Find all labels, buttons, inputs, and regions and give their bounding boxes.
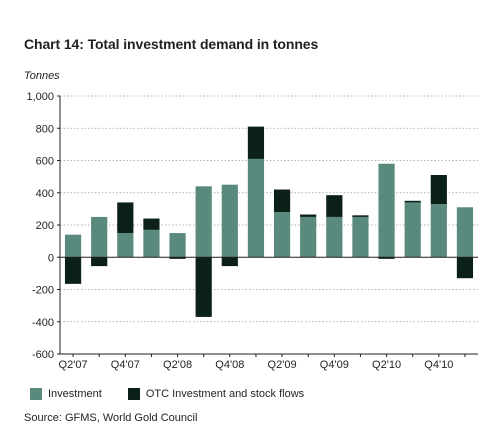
bar-otc-Q2'09 [273,189,291,213]
y-tick-label: -200 [32,285,54,297]
x-tick-label: Q4'09 [320,359,349,371]
y-tick-labels: -600 -400 -200 0 200 400 600 800 1,000 [26,91,54,361]
bar-investment-Q3'09 [300,216,317,258]
bar-otc-Q1'08 [143,218,160,230]
bar-otc-Q4'09 [326,195,343,217]
y-tick-label: 400 [36,188,54,200]
bar-investment-Q2'10 [378,163,395,258]
legend-label-investment: Investment [48,388,102,400]
legend-item-investment: Investment [30,388,102,400]
chart-title: Chart 14: Total investment demand in ton… [24,36,319,52]
bar-otc-Q1'11 [456,257,474,279]
y-tick-label: 1,000 [26,91,54,103]
bar-otc-Q2'10 [378,257,395,259]
legend-swatch-investment [30,388,42,400]
bar-investment-Q3'08 [195,186,212,258]
bar-investment-Q3'10 [404,202,421,258]
y-tick-label: -600 [32,349,54,361]
x-tick-label: Q4'08 [215,359,244,371]
legend-swatch-otc [127,388,140,400]
bar-otc-Q1'10 [352,215,369,217]
source-note: Source: GFMS, World Gold Council [24,412,198,424]
bar-investment-Q4'10 [430,204,447,258]
bar-otc-Q4'08 [221,257,238,267]
legend-item-otc: OTC Investment and stock flows [127,388,305,400]
x-tick-label: Q2'08 [163,359,192,371]
bar-otc-Q4'10 [430,175,447,205]
x-tick-labels: Q2'07 Q4'07 Q2'08 Q4'08 Q2'09 Q4'09 Q2'10 Q4'10 [59,359,454,371]
x-tick-label: Q2'09 [268,359,297,371]
axes [57,95,478,357]
y-axis-unit-label: Tonnes [24,70,60,82]
x-tick-label: Q4'07 [111,359,140,371]
bar-investment-Q1'08 [143,229,160,258]
y-tick-label: -400 [32,317,54,329]
bar-investment-Q2'09 [273,212,291,258]
legend: Investment OTC Investment and stock flow… [30,388,330,400]
x-tick-label: Q4'10 [424,359,453,371]
bar-investment-Q4'09 [326,216,343,258]
bar-investment-Q4'07 [117,233,134,258]
bar-otc-Q1'09 [247,126,265,159]
bar-investment-Q3'07 [91,216,108,258]
bar-otc-Q3'09 [300,214,317,217]
y-tick-label: 800 [36,123,54,135]
bar-investment-Q1'10 [352,216,369,258]
bar-otc-Q2'08 [169,257,186,259]
legend-label-otc: OTC Investment and stock flows [145,388,305,400]
bars [64,126,474,317]
y-tick-label: 600 [36,156,54,168]
bar-investment-Q1'11 [456,207,474,258]
bar-investment-Q2'08 [169,233,186,258]
bar-investment-Q1'09 [247,158,265,258]
bar-otc-Q3'07 [91,257,108,267]
y-tick-label: 0 [48,252,54,264]
y-tick-label: 200 [36,220,54,232]
bar-otc-Q4'07 [117,202,134,234]
x-tick-label: Q2'07 [59,359,88,371]
bar-investment-Q4'08 [221,184,238,258]
x-tick-label: Q2'10 [372,359,401,371]
bar-otc-Q3'10 [404,200,421,203]
bar-otc-Q3'08 [195,257,212,317]
bar-investment-Q2'07 [64,234,82,258]
bar-otc-Q2'07 [64,257,82,284]
